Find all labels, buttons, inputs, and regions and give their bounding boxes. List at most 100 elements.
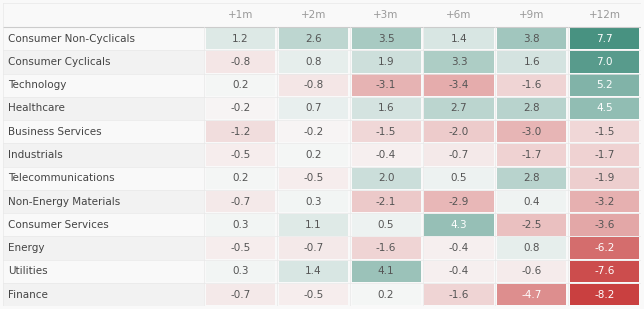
Text: -3.1: -3.1 [376,80,396,90]
Text: -0.2: -0.2 [303,127,323,137]
Text: -4.7: -4.7 [522,290,542,300]
Text: -1.7: -1.7 [522,150,542,160]
Text: 0.2: 0.2 [378,290,394,300]
Text: -2.0: -2.0 [449,127,469,137]
Text: Consumer Cyclicals: Consumer Cyclicals [8,57,110,67]
Text: 0.2: 0.2 [232,173,249,183]
Bar [570,51,639,73]
Text: 2.8: 2.8 [524,173,540,183]
Text: 0.2: 0.2 [232,80,249,90]
Bar [279,74,348,96]
Bar [570,74,639,96]
Bar [3,213,204,236]
Bar [3,283,204,306]
Text: -1.9: -1.9 [594,173,615,183]
Bar [3,27,204,50]
Text: -3.4: -3.4 [449,80,469,90]
Bar [570,260,639,282]
Bar [279,167,348,189]
Bar [206,284,275,305]
Bar [3,74,204,97]
Text: Business Services: Business Services [8,127,102,137]
Text: 1.2: 1.2 [232,34,249,44]
Bar [206,28,275,49]
Text: 7.7: 7.7 [596,34,613,44]
Text: -0.7: -0.7 [449,150,469,160]
Bar [352,191,421,212]
Bar [3,236,204,260]
Bar [497,121,567,142]
Text: Consumer Non-Cyclicals: Consumer Non-Cyclicals [8,34,135,44]
Bar [497,98,567,119]
Bar [497,260,567,282]
Bar [570,144,639,166]
Bar [352,28,421,49]
Bar [570,284,639,305]
Bar [206,214,275,235]
Text: 4.3: 4.3 [451,220,468,230]
Text: +1m: +1m [227,10,253,20]
Bar [424,121,493,142]
Text: 3.5: 3.5 [378,34,394,44]
Text: -0.8: -0.8 [303,80,323,90]
Bar [497,144,567,166]
Text: Utilities: Utilities [8,266,48,276]
Bar [424,74,493,96]
Bar [424,260,493,282]
Text: -0.5: -0.5 [303,290,323,300]
Text: +12m: +12m [589,10,621,20]
Text: -2.5: -2.5 [522,220,542,230]
Bar [352,214,421,235]
Bar [279,284,348,305]
Bar [497,74,567,96]
Text: -8.2: -8.2 [594,290,615,300]
Text: 2.8: 2.8 [524,104,540,113]
Text: -0.4: -0.4 [376,150,396,160]
Bar [3,167,204,190]
Bar [424,51,493,73]
Bar [497,51,567,73]
Bar [206,260,275,282]
Bar [3,260,204,283]
Bar [279,214,348,235]
Text: -1.6: -1.6 [376,243,396,253]
Text: Industrials: Industrials [8,150,62,160]
Bar [352,74,421,96]
Bar [206,121,275,142]
Text: Consumer Services: Consumer Services [8,220,109,230]
Bar [497,167,567,189]
Bar [570,28,639,49]
Bar [424,214,493,235]
Bar [206,167,275,189]
Bar [3,120,204,143]
Text: 1.4: 1.4 [305,266,321,276]
Text: -0.8: -0.8 [230,57,251,67]
Text: -0.5: -0.5 [303,173,323,183]
Text: 4.5: 4.5 [596,104,613,113]
Text: 0.7: 0.7 [305,104,321,113]
Bar [497,191,567,212]
Bar [206,98,275,119]
Text: Energy: Energy [8,243,44,253]
Text: 0.3: 0.3 [305,197,321,206]
Text: Healthcare: Healthcare [8,104,65,113]
Bar [3,143,204,167]
Text: +2m: +2m [301,10,326,20]
Bar [279,237,348,259]
Text: -3.2: -3.2 [594,197,615,206]
Text: 7.0: 7.0 [596,57,613,67]
Bar [424,237,493,259]
Bar [279,51,348,73]
Bar [570,214,639,235]
Text: -2.9: -2.9 [449,197,469,206]
Text: 0.5: 0.5 [378,220,394,230]
Bar [3,190,204,213]
Bar [352,98,421,119]
Bar [279,144,348,166]
Text: 1.1: 1.1 [305,220,321,230]
Bar [497,28,567,49]
Text: 1.4: 1.4 [451,34,468,44]
Bar [352,51,421,73]
Text: Finance: Finance [8,290,48,300]
Bar [497,214,567,235]
